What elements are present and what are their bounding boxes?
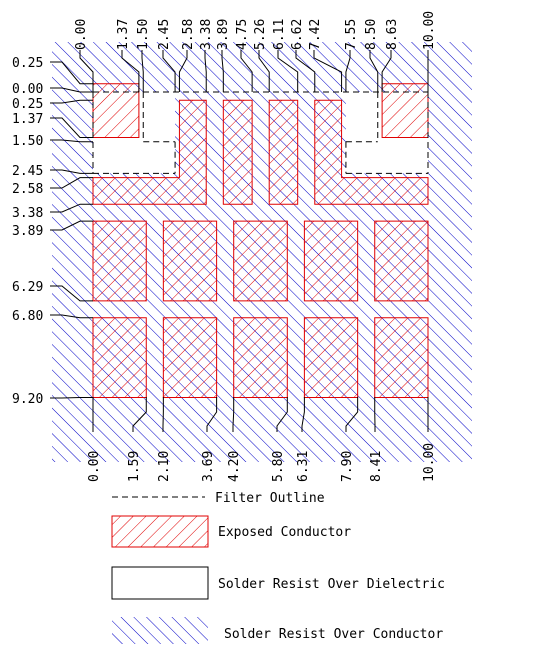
legend-swatch (112, 617, 208, 644)
leader-line (50, 203, 93, 213)
leader-line (141, 50, 144, 92)
leader-line (313, 50, 343, 92)
leader-line (276, 397, 288, 432)
left-dimension: 2.58 (12, 182, 43, 197)
leader-line (50, 99, 93, 104)
leader-line (79, 50, 94, 92)
top-dimension: 7.55 (344, 19, 359, 50)
leader-line (50, 177, 93, 189)
leader-line (295, 50, 316, 92)
exposed-pad (314, 99, 429, 205)
left-dimension: 1.50 (12, 134, 43, 149)
bottom-dimension: 1.59 (127, 451, 142, 482)
legend-swatch (111, 515, 209, 548)
left-dimension: 2.45 (12, 164, 43, 179)
leader-line (162, 50, 176, 92)
bottom-dimension: 2.10 (157, 451, 172, 482)
legend-label: Exposed Conductor (218, 525, 351, 540)
top-dimension: 1.37 (116, 19, 131, 50)
left-dimension: 3.89 (12, 224, 43, 239)
left-dimension: 6.80 (12, 309, 43, 324)
leader-line (369, 50, 379, 92)
top-dimension: 10.00 (422, 11, 437, 50)
leader-line (50, 285, 93, 302)
exposed-pad (162, 220, 218, 302)
exposed-pad (374, 317, 429, 398)
leader-line (204, 50, 207, 92)
bottom-dimension: 4.20 (227, 451, 242, 482)
left-dimension: 0.25 (12, 97, 43, 112)
legend-swatch (111, 566, 209, 600)
exposed-pad (303, 220, 359, 302)
top-dimension: 4.75 (235, 19, 250, 50)
legend-label: Filter Outline (215, 491, 325, 506)
exposed-pad (233, 317, 288, 398)
leader-line (240, 50, 253, 92)
leader-line (50, 396, 93, 399)
exposed-pad (268, 99, 299, 205)
top-dimension: 3.38 (199, 19, 214, 50)
leader-line (50, 169, 93, 174)
leader-line (258, 50, 270, 92)
exposed-pad (374, 220, 429, 302)
left-dimension: 0.00 (12, 82, 43, 97)
leader-line (50, 61, 93, 85)
bottom-dimension: 10.00 (422, 443, 437, 482)
legend-label: Solder Resist Over Conductor (224, 627, 443, 642)
leader-line (50, 117, 93, 138)
exposed-pad (92, 220, 147, 302)
leader-line (121, 50, 140, 92)
exposed-pad (92, 317, 147, 398)
exposed-pad (162, 317, 218, 398)
leader-line (221, 50, 224, 92)
top-dimension: 2.45 (157, 19, 172, 50)
left-dimension: 0.25 (12, 56, 43, 71)
leader-line (50, 139, 93, 143)
bottom-dimension: 5.80 (271, 451, 286, 482)
top-dimension: 6.62 (290, 19, 305, 50)
left-dimension: 9.20 (12, 392, 43, 407)
top-dimension: 5.26 (253, 19, 268, 50)
leader-line (50, 314, 93, 319)
top-dimension: 8.50 (364, 19, 379, 50)
left-dimension: 3.38 (12, 206, 43, 221)
leader-line (301, 397, 305, 432)
exposed-pad (303, 317, 359, 398)
bottom-dimension: 7.90 (340, 451, 355, 482)
leader-line (50, 87, 93, 93)
top-dimension: 8.63 (385, 19, 400, 50)
bottom-dimension: 6.31 (296, 451, 311, 482)
top-dimension: 7.42 (308, 19, 323, 50)
top-dimension: 2.58 (181, 19, 196, 50)
leader-line (232, 397, 235, 432)
legend-label: Solder Resist Over Dielectric (218, 577, 445, 592)
exposed-pad (222, 99, 253, 205)
exposed-pad (92, 83, 140, 138)
left-dimension: 1.37 (12, 112, 43, 127)
leader-line (345, 397, 359, 432)
top-dimension: 3.89 (216, 19, 231, 50)
leader-line (50, 220, 93, 231)
bottom-dimension: 0.00 (87, 451, 102, 482)
leader-line (206, 397, 218, 432)
leader-line (345, 50, 351, 92)
leader-line (178, 50, 188, 92)
leader-line (132, 397, 147, 432)
top-dimension: 1.50 (136, 19, 151, 50)
top-dimension: 6.11 (272, 19, 287, 50)
bottom-dimension: 8.41 (369, 451, 384, 482)
left-dimension: 6.29 (12, 280, 43, 295)
leader-line (277, 50, 299, 92)
leader-line (381, 50, 392, 92)
exposed-pad (233, 220, 288, 302)
bottom-dimension: 3.69 (201, 451, 216, 482)
top-dimension: 0.00 (74, 19, 89, 50)
